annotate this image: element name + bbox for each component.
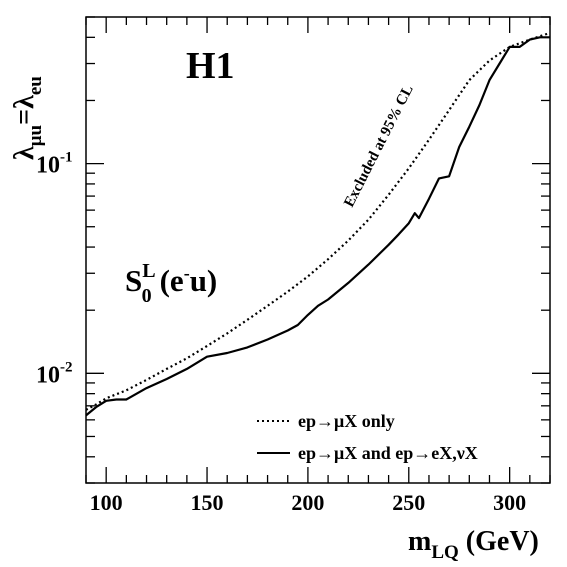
experiment-label: H1 xyxy=(186,45,235,87)
y-tick-label: 10-1 xyxy=(36,150,73,179)
x-tick-label: 250 xyxy=(392,490,425,515)
series-group xyxy=(85,31,551,417)
legend-label-solid: ep→μX and ep→eX,νX xyxy=(298,443,478,463)
x-tick-label: 200 xyxy=(291,490,324,515)
legend: ep→μX only ep→μX and ep→eX,νX xyxy=(257,411,478,463)
series-line-dotted xyxy=(85,31,551,411)
y-axis-label: λμu=λeu xyxy=(9,76,46,160)
y-axis-ticks: 10-2 10-1 xyxy=(36,16,550,484)
plot-frame xyxy=(85,16,551,484)
series-line-solid xyxy=(85,36,550,417)
x-tick-label: 300 xyxy=(493,490,526,515)
exclusion-annotation: Excluded at 95% CL xyxy=(341,83,416,210)
x-axis-label: mLQ (GeV) xyxy=(408,526,539,563)
model-label: SL 0 (e-u) xyxy=(125,260,217,307)
x-tick-label: 150 xyxy=(191,490,224,515)
legend-label-dotted: ep→μX only xyxy=(298,411,395,431)
y-tick-label: 10-2 xyxy=(36,359,73,388)
x-tick-label: 100 xyxy=(90,490,123,515)
x-axis-ticks: 100 150 200 250 300 xyxy=(85,17,551,515)
